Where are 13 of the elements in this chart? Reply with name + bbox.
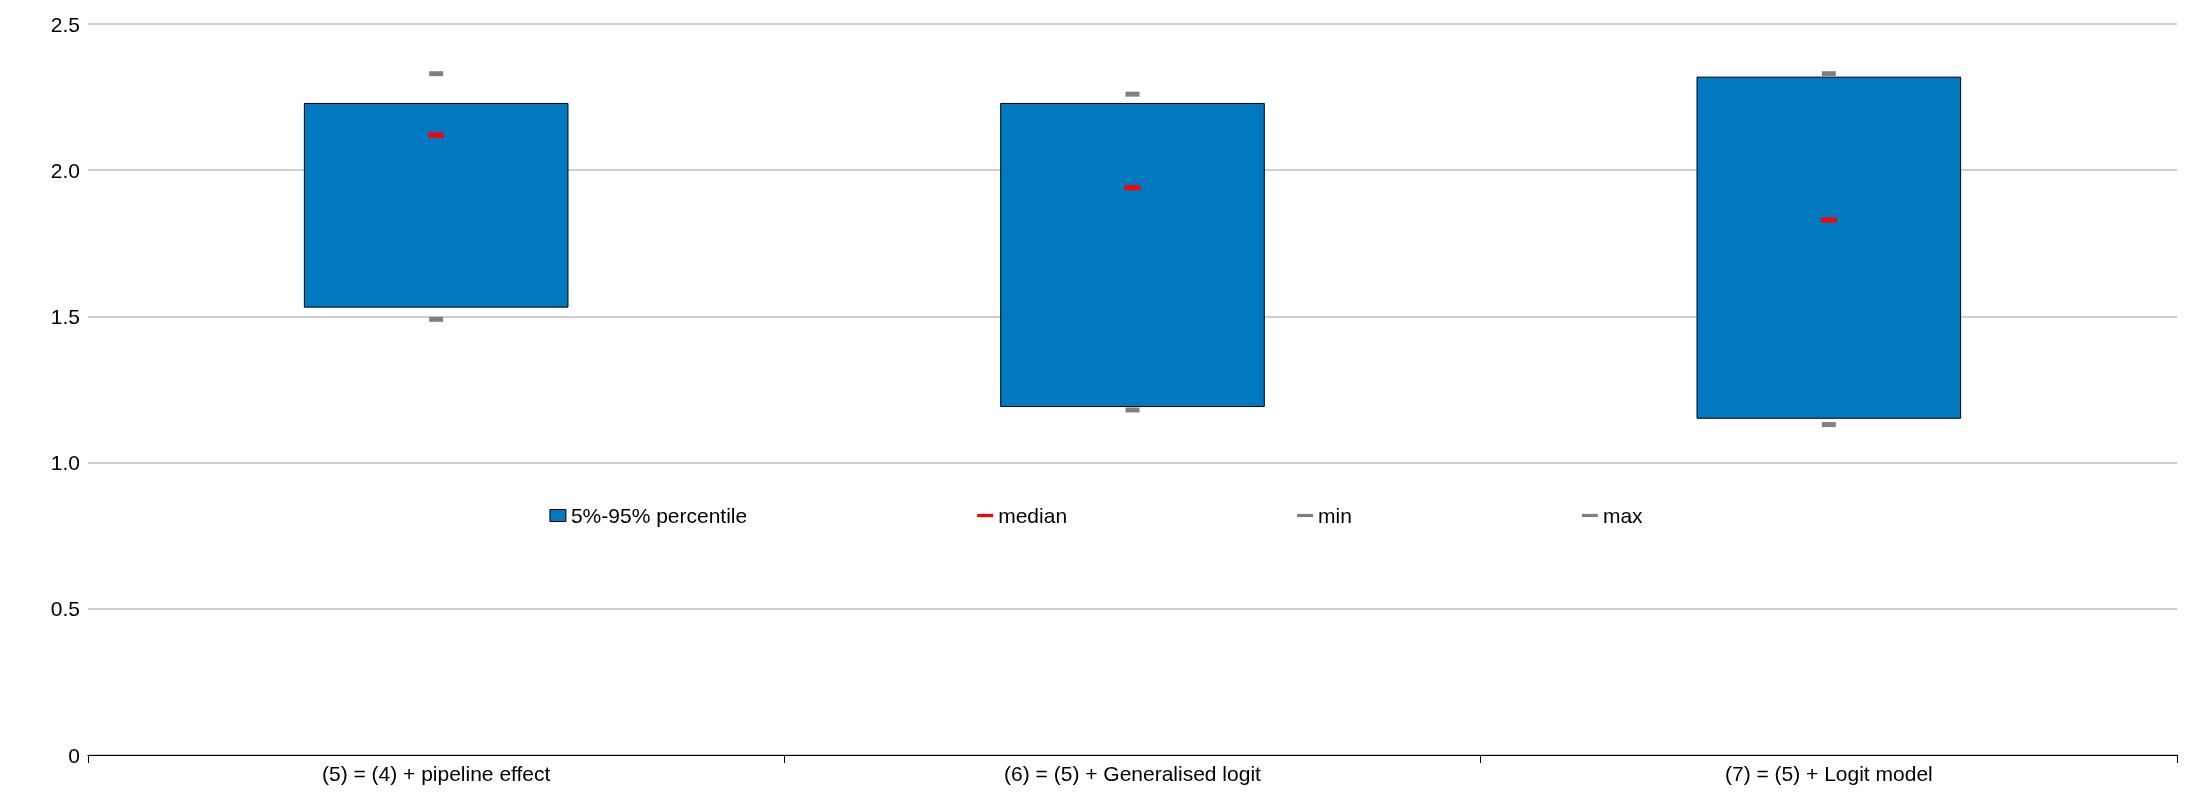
legend-label: 5%-95% percentile [570,504,748,527]
legend-label: median [998,504,1068,527]
y-tick-label: 2.5 [50,12,80,36]
x-tick-label: (7) = (5) + Logit model [1724,762,1933,785]
y-tick-label: 1.5 [50,304,80,328]
legend-label: max [1602,504,1644,527]
x-tick-label: (5) = (4) + pipeline effect [321,762,551,785]
y-tick-label: 1.0 [50,451,80,475]
y-tick-label: 0 [68,743,80,767]
y-tick-label: 2.0 [50,158,80,182]
x-tick-label: (6) = (5) + Generalised logit [1004,762,1262,785]
y-tick-label: 0.5 [50,597,80,621]
legend-label: min [1318,504,1352,527]
